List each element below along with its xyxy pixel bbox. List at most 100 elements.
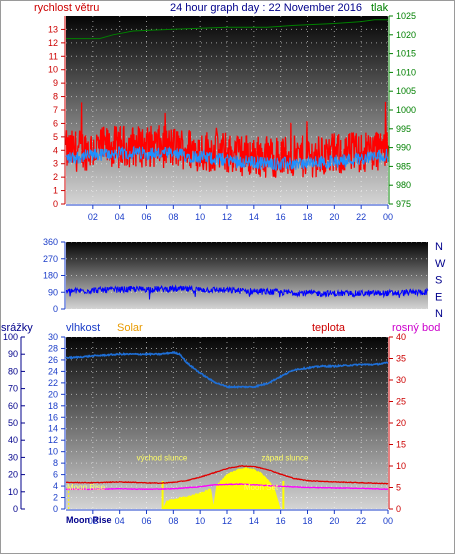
pressure-line [66, 19, 388, 40]
solar-area [162, 467, 281, 509]
pressure-tick-label: 985 [396, 161, 411, 171]
humidity-tick-label: 0 [53, 504, 58, 514]
pressure-tick-label: 1015 [396, 49, 416, 59]
humidity-tick-label: 6 [53, 470, 58, 480]
time-ticks-bottom: 02 04 06 08 10 12 14 16 18 20 22 00 [66, 509, 393, 526]
rain-tick-label: 70 [8, 384, 18, 394]
compass-label: N [435, 308, 443, 320]
temperature-tick-label: 35 [396, 354, 406, 364]
humidity-line [65, 350, 389, 390]
humidity-tick-label: 2 [53, 493, 58, 503]
time-tick-label: 22 [356, 516, 366, 526]
pressure-tick-label: 1010 [396, 67, 416, 77]
rain-tick-label: 90 [8, 349, 18, 359]
humidity-tick-label: 14 [48, 424, 58, 434]
time-tick-label: 18 [302, 516, 312, 526]
temperature-tick-label: 30 [396, 375, 406, 385]
sun-moon-markers [68, 481, 285, 509]
rain-tick-label: 20 [8, 470, 18, 480]
humidity-tick-label: 4 [53, 481, 58, 491]
wind-tick-label: 9 [53, 78, 58, 88]
compass-label: W [435, 258, 446, 270]
time-tick-label: 10 [195, 212, 205, 222]
compass-label: N [435, 241, 443, 253]
rain-tick-label: 100 [3, 332, 18, 342]
temperature-tick-label: 0 [396, 504, 401, 514]
humidity-tick-label: 18 [48, 401, 58, 411]
direction-tick-label: 270 [43, 254, 58, 264]
temperature-tick-label: 15 [396, 440, 406, 450]
pressure-tick-label: 1005 [396, 86, 416, 96]
humidity-tick-label: 30 [48, 332, 58, 342]
pressure-tick-label: 980 [396, 180, 411, 190]
rain-y-ticks: 0 10 20 30 40 50 60 70 80 90 100 [3, 332, 25, 514]
temperature-tick-label: 10 [396, 461, 406, 471]
wind-tick-label: 4 [53, 145, 58, 155]
humidity-tick-label: 26 [48, 355, 58, 365]
compass-label: E [435, 291, 442, 303]
time-tick-label: 04 [115, 516, 125, 526]
time-tick-label: 04 [115, 212, 125, 222]
solar-legend: Solar [117, 322, 143, 334]
temperature-tick-label: 25 [396, 397, 406, 407]
time-tick-label: 06 [141, 516, 151, 526]
direction-y-ticks: 0 90 180 270 360 [43, 237, 66, 314]
wind-speed-line [65, 101, 389, 178]
rain-axis-title: srážky [1, 322, 33, 334]
time-tick-label: 10 [195, 516, 205, 526]
wind-tick-label: 12 [48, 38, 58, 48]
direction-tick-label: 0 [53, 304, 58, 314]
time-tick-label: 16 [276, 516, 286, 526]
time-tick-label: 20 [329, 516, 339, 526]
temperature-line [65, 465, 389, 485]
temperature-tick-label: 40 [396, 332, 406, 342]
wind-tick-label: 1 [53, 186, 58, 196]
moon-event-label: Moon Rise [67, 483, 106, 492]
time-tick-label: 16 [276, 212, 286, 222]
pressure-tick-label: 975 [396, 199, 411, 209]
moon-event-label: Moon Set [244, 483, 279, 492]
time-tick-label: 00 [383, 516, 393, 526]
dewpoint-axis-title: rosný bod [392, 322, 440, 334]
humidity-axis-title: vlhkost [66, 322, 100, 334]
pressure-tick-label: 990 [396, 143, 411, 153]
rain-tick-label: 50 [8, 418, 18, 428]
wind-tick-label: 6 [53, 118, 58, 128]
humidity-tick-label: 8 [53, 458, 58, 468]
time-tick-label: 12 [222, 516, 232, 526]
time-tick-label: 22 [356, 212, 366, 222]
rain-tick-label: 60 [8, 401, 18, 411]
rain-tick-label: 80 [8, 366, 18, 376]
time-tick-label: 00 [383, 212, 393, 222]
time-tick-label: 06 [141, 212, 151, 222]
time-tick-label: 20 [329, 212, 339, 222]
temperature-y-ticks: 0 5 10 15 20 25 30 35 40 [388, 332, 406, 514]
humidity-tick-label: 12 [48, 435, 58, 445]
wind-tick-label: 13 [48, 24, 58, 34]
humidity-tick-label: 10 [48, 447, 58, 457]
humidity-tick-label: 20 [48, 389, 58, 399]
wind-tick-label: 3 [53, 159, 58, 169]
sun-event-label: východ slunce [137, 453, 188, 462]
rain-tick-label: 0 [13, 504, 18, 514]
temperature-tick-label: 20 [396, 418, 406, 428]
time-tick-label: 14 [249, 212, 259, 222]
sun-moon-annotations: východ slunce západ slunce Moon Rise Moon S… [67, 453, 309, 492]
time-tick-label: 14 [249, 516, 259, 526]
wind-tick-label: 10 [48, 65, 58, 75]
pressure-tick-label: 1025 [396, 11, 416, 21]
compass-label: S [435, 275, 442, 287]
time-tick-label: 08 [168, 516, 178, 526]
wind-tick-label: 5 [53, 132, 58, 142]
humidity-tick-label: 28 [48, 343, 58, 353]
wind-tick-label: 0 [53, 199, 58, 209]
time-tick-label: 12 [222, 212, 232, 222]
time-tick-label: 18 [302, 212, 312, 222]
pressure-tick-label: 1000 [396, 105, 416, 115]
temperature-axis-title: teplota [312, 322, 346, 334]
